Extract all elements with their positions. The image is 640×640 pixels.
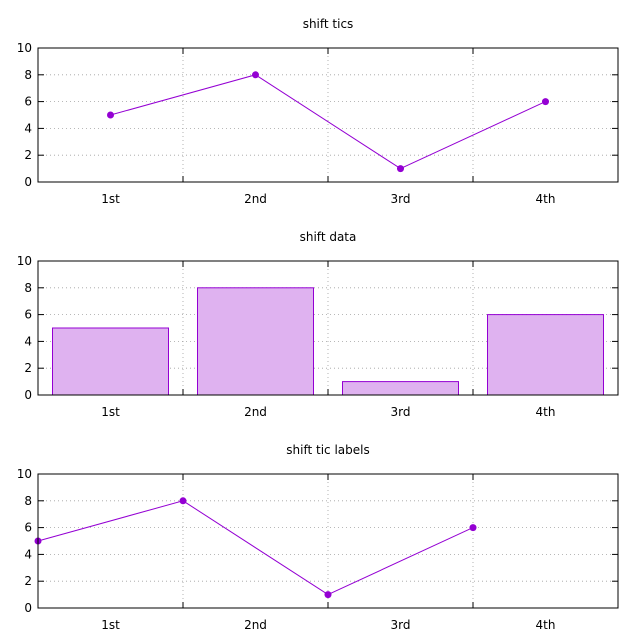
data-point-3rd [397,165,404,173]
data-point-1st [107,111,114,119]
x-tick-label: 1st [101,405,120,419]
chart-title: shift tic labels [286,443,369,457]
x-tick-label: 3rd [391,405,411,419]
y-tick-label: 10 [17,254,32,268]
y-tick-label: 0 [24,388,32,402]
y-tick-label: 8 [24,68,32,82]
chart-shift-tic-labels: shift tic labels 0 2 4 6 8 10 1st 2nd 3rd 4th [17,443,619,632]
chart-title: shift tics [303,17,354,31]
y-tick-label: 6 [24,95,32,109]
y-tick-label: 6 [24,308,32,322]
x-tick-label: 4th [536,405,556,419]
x-tick-label: 2nd [244,618,267,632]
y-tick-label: 8 [24,494,32,508]
chart-shift-data: shift data 0 2 4 6 8 10 1st 2nd 3rd 4th [17,230,619,419]
y-tick-label: 4 [24,121,32,135]
bar-2nd [197,287,314,396]
series-line [110,74,546,170]
x-tick-label: 1st [101,618,120,632]
y-tick-label: 2 [24,361,32,375]
y-tick-label: 0 [24,601,32,615]
chart-shift-tics: shift tics 0 2 4 6 8 10 1st 2nd 3rd 4th [17,17,619,206]
series-line [37,500,474,596]
x-tick-label: 4th [536,618,556,632]
x-tick-label: 2nd [244,192,267,206]
data-point-4th [542,98,549,106]
y-tick-label: 2 [24,574,32,588]
x-tick-label: 3rd [391,618,411,632]
x-tick-label: 4th [536,192,556,206]
data-point-4th [469,524,477,532]
y-tick-label: 10 [17,41,32,55]
plot-frame [37,473,619,609]
data-point-3rd [324,591,332,599]
plot-frame [37,47,619,183]
y-tick-label: 0 [24,175,32,189]
y-tick-label: 6 [24,521,32,535]
y-tick-label: 4 [24,547,32,561]
bar-4th [487,314,604,396]
y-tick-label: 8 [24,281,32,295]
y-tick-label: 10 [17,467,32,481]
y-tick-label: 2 [24,148,32,162]
bar-3rd [342,381,459,396]
x-tick-label: 1st [101,192,120,206]
plot-frame [37,260,619,396]
data-point-2nd [252,71,259,79]
y-tick-label: 4 [24,334,32,348]
data-point-2nd [179,497,187,505]
chart-title: shift data [300,230,357,244]
x-tick-label: 2nd [244,405,267,419]
bar-1st [52,327,169,396]
x-tick-label: 3rd [391,192,411,206]
